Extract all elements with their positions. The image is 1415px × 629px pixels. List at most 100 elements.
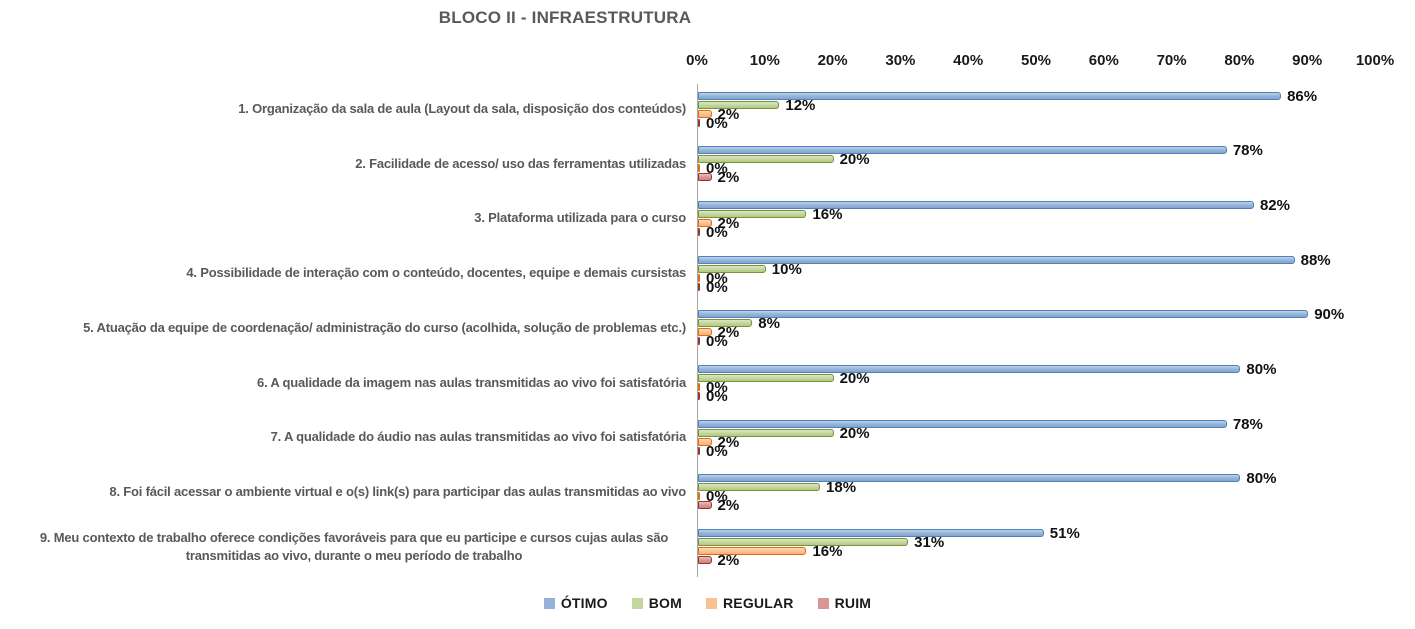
bar-value-label: 16% <box>812 543 843 561</box>
bar-ótimo <box>698 365 1241 373</box>
bar-ruim <box>698 392 700 400</box>
bar-value-label: 51% <box>1049 525 1080 543</box>
bar-value-label: 12% <box>785 96 816 114</box>
category-label-text: 4. Possibilidade de interação com o cont… <box>186 265 686 281</box>
x-axis-tick: 10% <box>749 52 780 69</box>
bar-value-label: 2% <box>717 497 740 515</box>
category-label: 6. A qualidade da imagem nas aulas trans… <box>0 356 686 410</box>
x-axis-tick: 60% <box>1088 52 1119 69</box>
category-label: 5. Atuação da equipe de coordenação/ adm… <box>0 301 686 355</box>
legend-label: BOM <box>648 595 682 611</box>
category-label-text: 8. Foi fácil acessar o ambiente virtual … <box>109 483 686 499</box>
bar-regular <box>698 383 700 391</box>
bar-regular <box>698 218 712 227</box>
x-axis-tick: 70% <box>1156 52 1187 69</box>
category-label-text: 2. Facilidade de acesso/ uso das ferrame… <box>355 155 686 171</box>
bar-value-label: 0% <box>706 388 728 405</box>
legend-item-regular: REGULAR <box>705 595 794 611</box>
bar-ótimo <box>698 474 1241 483</box>
x-axis-tick: 30% <box>885 52 916 69</box>
bar-value-label: 2% <box>717 324 740 342</box>
bar-value-label: 0% <box>706 379 728 396</box>
legend-swatch <box>543 597 555 609</box>
x-axis-tick: 50% <box>1020 52 1052 69</box>
legend: ÓTIMO BOM REGULAR RUIM <box>0 595 1415 611</box>
category-label: 7. A qualidade do áudio nas aulas transm… <box>0 410 687 464</box>
legend-label: RUIM <box>834 595 872 611</box>
bar-value-label: 86% <box>1287 87 1318 105</box>
bar-ruim <box>698 118 700 127</box>
bar-value-label: 2% <box>717 169 740 187</box>
bar-ruim <box>698 501 712 510</box>
legend-label: REGULAR <box>722 595 794 611</box>
bar-regular <box>698 109 712 118</box>
legend-label: ÓTIMO <box>560 595 608 611</box>
bar-value-label: 78% <box>1232 142 1263 160</box>
x-axis-tick: 0% <box>686 52 708 69</box>
bar-bom <box>698 264 766 273</box>
bar-value-label: 88% <box>1300 251 1331 269</box>
bar-value-label: 80% <box>1246 361 1277 378</box>
category-label: 1. Organização da sala de aula (Layout d… <box>0 82 686 136</box>
bar-regular <box>698 437 712 446</box>
bar-ótimo <box>698 419 1227 428</box>
bar-bom <box>698 319 753 328</box>
legend-swatch <box>631 597 643 609</box>
bar-regular <box>698 492 700 501</box>
bar-ruim <box>698 446 700 455</box>
x-axis-tick: 80% <box>1224 52 1255 69</box>
x-axis-tick: 100% <box>1355 52 1395 69</box>
bar-ótimo <box>698 146 1227 155</box>
category-label: 4. Possibilidade de interação com o cont… <box>0 246 686 300</box>
bar-regular <box>698 547 807 556</box>
bar-value-label: 90% <box>1314 306 1345 324</box>
x-axis-tick: 20% <box>817 52 848 69</box>
category-label-text: 6. A qualidade da imagem nas aulas trans… <box>257 374 686 390</box>
bar-value-label: 80% <box>1246 470 1277 488</box>
bar-value-label: 31% <box>914 534 945 552</box>
bar-value-label: 0% <box>706 269 728 287</box>
bar-ótimo <box>698 310 1309 319</box>
bar-value-label: 0% <box>706 488 728 506</box>
x-axis-tick: 90% <box>1292 52 1323 69</box>
bar-ótimo <box>698 200 1254 209</box>
category-label-text: 1. Organização da sala de aula (Layout d… <box>238 101 686 116</box>
category-label: 9. Meu contexto de trabalho oferece cond… <box>0 520 686 574</box>
category-label: 2. Facilidade de acesso/ uso das ferrame… <box>0 137 686 191</box>
bar-ruim <box>698 173 712 182</box>
bar-bom <box>698 100 780 109</box>
legend-item-ótimo: ÓTIMO <box>543 595 608 611</box>
bar-value-label: 0% <box>706 223 728 241</box>
bar-bom <box>698 428 834 437</box>
bar-ruim <box>698 227 700 236</box>
legend-swatch <box>817 597 829 609</box>
bar-value-label: 10% <box>771 260 802 278</box>
bar-regular <box>698 328 712 337</box>
x-axis-tick: 40% <box>953 52 984 69</box>
bar-value-label: 78% <box>1232 415 1263 433</box>
bar-value-label: 8% <box>758 315 780 333</box>
legend-item-ruim: RUIM <box>817 595 872 611</box>
bar-value-label: 0% <box>706 442 728 460</box>
chart-title: BLOCO II - INFRAESTRUTURA <box>438 8 692 27</box>
bar-ruim <box>698 282 700 291</box>
bar-ruim <box>698 337 700 346</box>
bar-value-label: 0% <box>706 114 728 132</box>
category-label: 8. Foi fácil acessar o ambiente virtual … <box>0 465 686 519</box>
bar-bom <box>698 483 821 492</box>
bar-value-label: 2% <box>717 433 740 451</box>
bar-bom <box>698 209 807 218</box>
bar-bom <box>698 155 834 164</box>
bar-regular <box>698 164 700 173</box>
bar-value-label: 2% <box>717 105 740 123</box>
category-label-text: 7. A qualidade do áudio nas aulas transm… <box>270 429 687 445</box>
bar-ruim <box>698 556 712 565</box>
bar-ótimo <box>698 529 1044 538</box>
bar-regular <box>698 273 700 282</box>
bar-value-label: 16% <box>812 205 843 223</box>
bar-value-label: 0% <box>706 160 728 178</box>
bar-value-label: 20% <box>839 424 870 442</box>
category-label-text: 5. Atuação da equipe de coordenação/ adm… <box>83 319 686 335</box>
category-label-text: 3. Plataforma utilizada para o curso <box>474 210 686 226</box>
